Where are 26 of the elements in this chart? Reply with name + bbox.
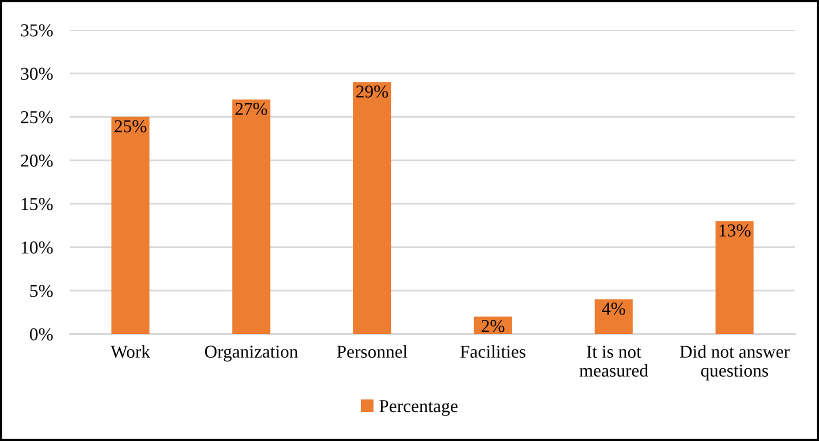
data-label: 4% [602, 302, 626, 315]
y-tick-label: 15% [22, 198, 53, 210]
y-tick-label: 30% [21, 68, 53, 80]
data-label: 2% [482, 320, 504, 332]
y-tick-label: 10% [22, 241, 53, 254]
x-tick-label: Facilities [460, 345, 526, 358]
data-label: 27% [235, 102, 268, 116]
data-label: 29% [356, 85, 388, 98]
bar [594, 299, 633, 334]
x-tick-label: It is not measured [580, 346, 648, 377]
bar [111, 116, 150, 334]
bar [232, 99, 270, 334]
bar [353, 82, 392, 334]
x-tick-label: Personnel [337, 345, 408, 358]
y-tick-label: 20% [21, 154, 53, 167]
data-label: 13% [720, 224, 751, 237]
x-tick-label: Organization [205, 346, 298, 362]
legend-label: Percentage [379, 400, 458, 416]
y-tick-label: 0% [30, 328, 53, 340]
y-tick-label: 5% [30, 284, 53, 298]
y-tick-label: 35% [21, 24, 53, 36]
data-label: 25% [114, 120, 146, 132]
bar [716, 221, 754, 334]
x-tick-label: Did not answer questions [680, 345, 790, 380]
y-tick-label: 25% [21, 111, 53, 124]
x-tick-label: Work [110, 345, 150, 358]
